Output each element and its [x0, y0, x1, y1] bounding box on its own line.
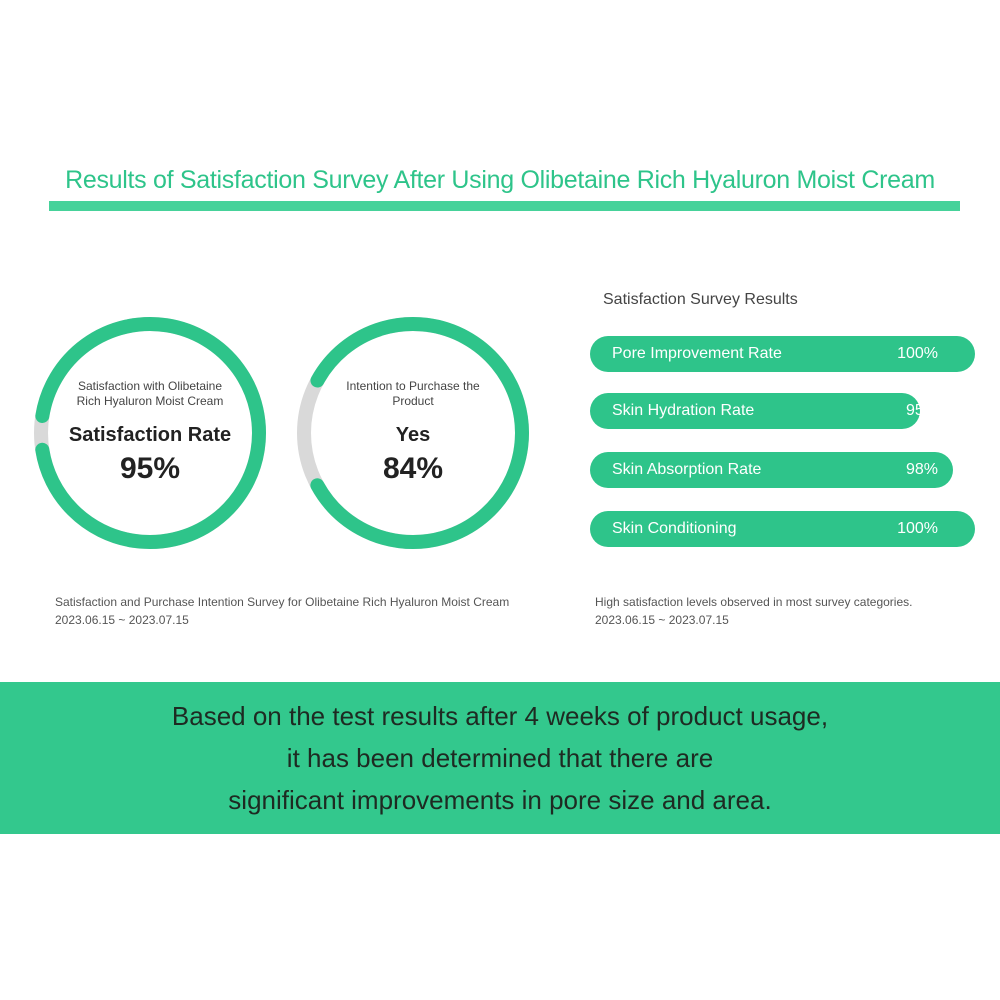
banner-line: significant improvements in pore size an…	[228, 785, 772, 815]
donut-subtitle: Satisfaction with Olibetaine Rich Hyalur…	[76, 379, 224, 408]
result-bar-skin-absorption: Skin Absorption Rate 98%	[590, 452, 953, 488]
page-title: Results of Satisfaction Survey After Usi…	[65, 166, 935, 194]
donut-ring	[34, 317, 266, 549]
result-bar-label: Pore Improvement Rate	[612, 345, 782, 362]
result-bar-value: 98%	[905, 461, 938, 478]
survey-note-description: Satisfaction and Purchase Intention Surv…	[55, 595, 510, 609]
donut-value-arc	[34, 317, 266, 549]
donut-label: Yes	[395, 424, 431, 446]
survey-results-heading: Satisfaction Survey Results	[603, 291, 798, 308]
result-bar-pore-improvement: Pore Improvement Rate 100%	[590, 336, 975, 372]
title-underline	[49, 201, 960, 211]
banner-line: it has been determined that there are	[286, 743, 714, 773]
donut-value: 95%	[119, 452, 181, 485]
purchase-intention-donut-chart: Intention to Purchase the Product Yes 84…	[293, 313, 533, 553]
donut-value: 84%	[382, 452, 444, 485]
conclusion-banner: Based on the test results after 4 weeks …	[0, 682, 1000, 834]
donut-ring	[297, 317, 529, 549]
result-bar-value: 95%	[905, 402, 938, 419]
survey-note-left: Satisfaction and Purchase Intention Surv…	[55, 593, 509, 629]
result-bar-skin-hydration: Skin Hydration Rate 95%	[590, 393, 938, 429]
donut-label: Satisfaction Rate	[68, 424, 232, 446]
result-bar-value: 100%	[897, 520, 938, 537]
result-bar-skin-conditioning: Skin Conditioning 100%	[590, 511, 975, 547]
donut-value-arc	[297, 317, 529, 549]
survey-note-description: High satisfaction levels observed in mos…	[595, 595, 913, 609]
banner-line: Based on the test results after 4 weeks …	[171, 701, 829, 731]
survey-note-right: High satisfaction levels observed in mos…	[595, 593, 912, 629]
result-bar-label: Skin Absorption Rate	[612, 461, 762, 478]
result-bar-label: Skin Conditioning	[612, 520, 737, 537]
survey-note-date: 2023.06.15 ~ 2023.07.15	[55, 613, 189, 627]
satisfaction-donut-chart: Satisfaction with Olibetaine Rich Hyalur…	[30, 313, 270, 553]
result-bar-value: 100%	[897, 345, 938, 362]
result-bar-label: Skin Hydration Rate	[612, 402, 755, 419]
survey-note-date: 2023.06.15 ~ 2023.07.15	[595, 613, 729, 627]
donut-subtitle: Intention to Purchase the Product	[346, 379, 480, 408]
